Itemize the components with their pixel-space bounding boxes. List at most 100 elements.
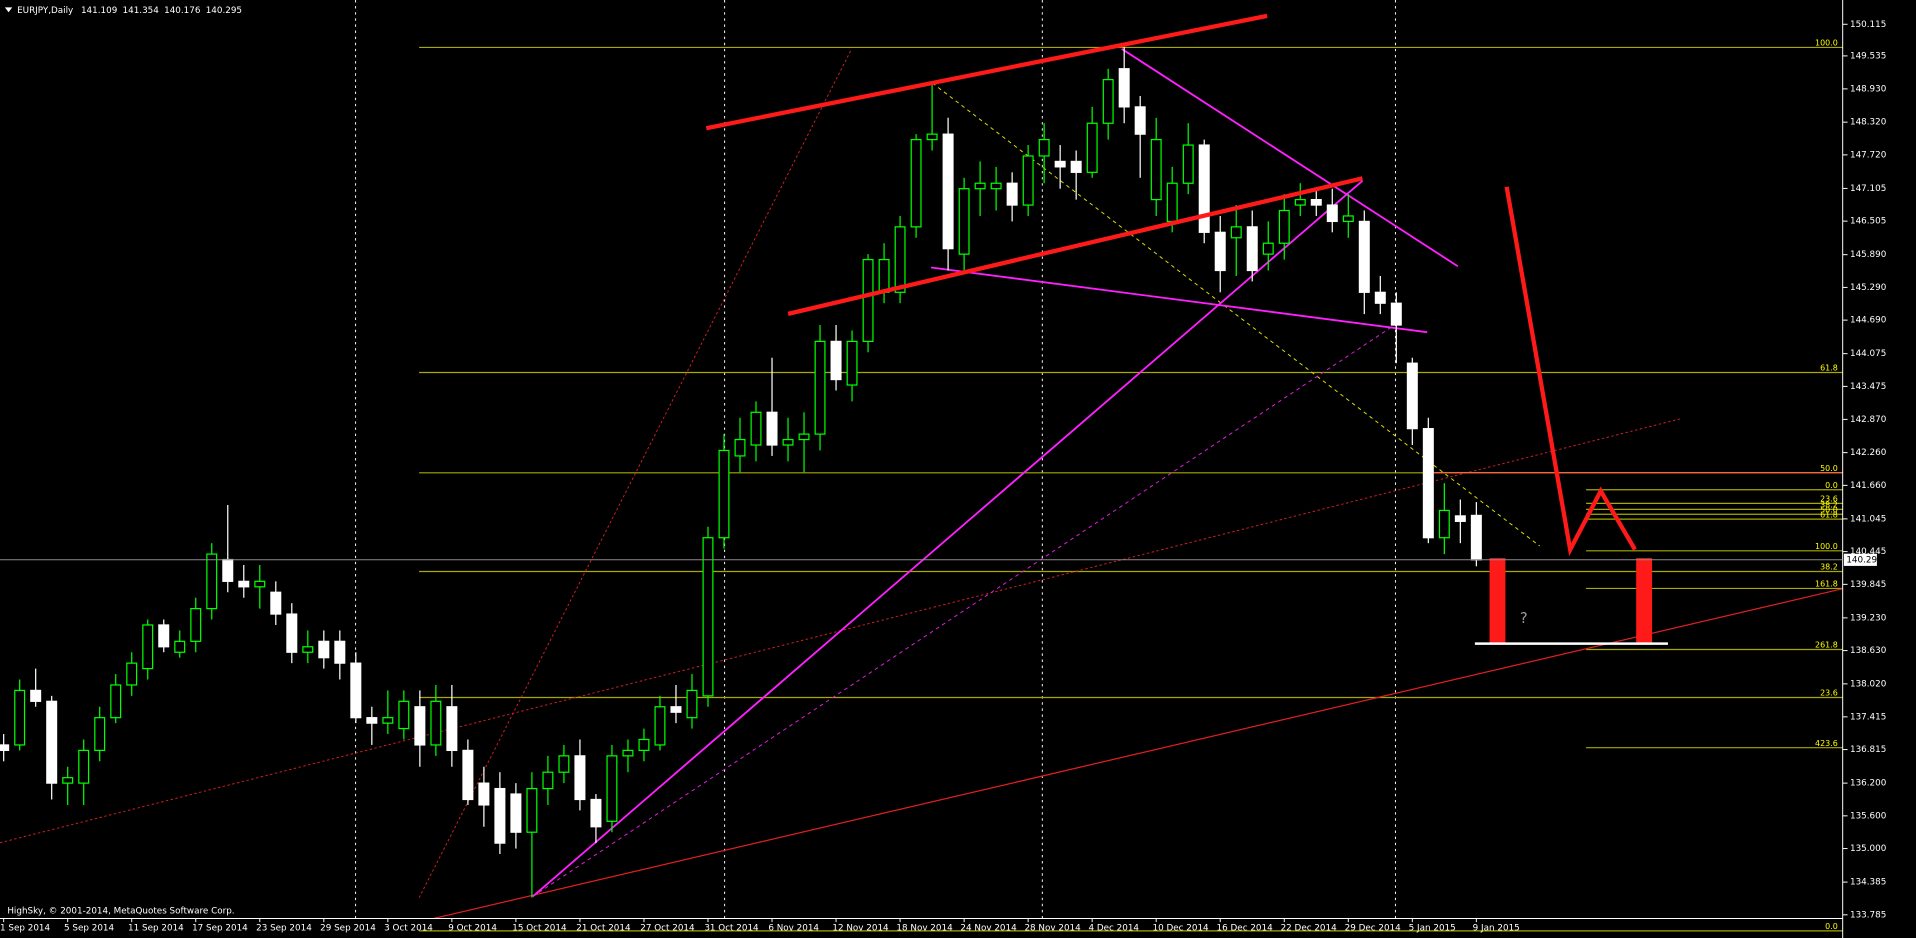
x-tick-label: 23 Sep 2014 <box>256 924 312 934</box>
low: 140.176 <box>164 5 201 15</box>
candle-body <box>446 706 458 752</box>
candle-body <box>910 138 922 228</box>
x-tick-label: 24 Nov 2014 <box>960 924 1017 934</box>
x-tick-label: 18 Nov 2014 <box>896 924 953 934</box>
y-tick-label: 142.260 <box>1850 448 1886 458</box>
open: 141.109 <box>81 5 117 15</box>
candle-body <box>862 258 874 342</box>
fibo-label: 161.8 <box>1815 580 1838 589</box>
candle-body <box>574 755 586 801</box>
y-tick-label: 136.200 <box>1850 779 1886 789</box>
fibo-label: 100.0 <box>1815 542 1838 551</box>
fibo-label: 423.6 <box>1815 739 1838 748</box>
y-tick-label: 139.845 <box>1850 580 1886 590</box>
fibo-label: 23.6 <box>1820 495 1838 504</box>
y-tick-label: 134.385 <box>1850 878 1886 888</box>
y-tick-label: 146.505 <box>1850 217 1886 227</box>
y-tick-label: 133.785 <box>1850 910 1886 920</box>
fibo-label: 38.2 <box>1820 501 1838 510</box>
fibo-label: 61.8 <box>1820 364 1838 373</box>
y-tick-label: 148.320 <box>1850 118 1886 128</box>
candle-body <box>1134 106 1146 135</box>
candle-body <box>878 258 890 293</box>
candle-body <box>62 777 74 784</box>
x-tick-label: 3 Oct 2014 <box>384 924 433 934</box>
candle-body <box>126 662 138 686</box>
candle-body <box>350 662 362 719</box>
candle-body <box>478 782 490 806</box>
y-tick-label: 145.290 <box>1850 283 1886 293</box>
candle-body <box>1294 198 1306 206</box>
x-tick-label: 9 Jan 2015 <box>1473 924 1520 934</box>
red-block <box>1489 558 1506 644</box>
red-channel-line <box>705 13 1268 131</box>
x-tick-label: 15 Oct 2014 <box>512 924 567 934</box>
fibo-label: 50.0 <box>1820 505 1838 514</box>
candle-body <box>590 798 602 828</box>
candle-body <box>366 717 378 724</box>
fibo-label: 50.0 <box>1820 464 1838 473</box>
candle-body <box>1422 428 1434 539</box>
candle-body <box>238 580 250 588</box>
candle-body <box>622 749 634 757</box>
candle-body <box>1038 138 1050 157</box>
candle-body <box>606 755 618 822</box>
candle-body <box>686 689 698 719</box>
x-tick-label: 29 Dec 2014 <box>1345 924 1402 934</box>
fibo-trend-dotted <box>418 48 853 898</box>
fibo-label: 0.0 <box>1825 922 1838 931</box>
y-tick-label: 150.115 <box>1850 20 1886 30</box>
candle-body <box>670 706 682 713</box>
candle-body <box>798 433 810 441</box>
close: 140.295 <box>206 5 242 15</box>
candle-body <box>1470 514 1482 561</box>
candle-body <box>846 340 858 386</box>
x-tick-label: 31 Oct 2014 <box>704 924 759 934</box>
y-tick-label: 145.890 <box>1850 250 1886 260</box>
candle-body <box>110 684 122 719</box>
y-tick-label: 147.105 <box>1850 184 1886 194</box>
y-tick-label: 144.075 <box>1850 349 1886 359</box>
candle-body <box>414 706 426 746</box>
candle-body <box>30 689 42 702</box>
candle-body <box>158 624 170 648</box>
x-tick-label: 6 Nov 2014 <box>768 924 819 934</box>
y-tick-label: 149.535 <box>1850 51 1886 61</box>
candle-body <box>510 793 522 833</box>
magenta-line <box>1121 48 1459 268</box>
footer: HighSky, © 2001-2014, MetaQuotes Softwar… <box>7 907 234 917</box>
x-tick-label: 10 Dec 2014 <box>1153 924 1210 934</box>
candle-body <box>1102 79 1114 124</box>
red-channel-line <box>787 176 1363 316</box>
candle-body <box>1086 122 1098 173</box>
candle-body <box>0 744 10 752</box>
candle-body <box>1406 362 1418 430</box>
x-tick-label: 12 Nov 2014 <box>832 924 889 934</box>
candles <box>0 46 1482 898</box>
fibo-label: 38.2 <box>1820 563 1838 572</box>
fibo-label: 0.0 <box>1825 481 1838 490</box>
y-tick-label: 136.815 <box>1850 745 1886 755</box>
candle-body <box>750 411 762 446</box>
candle-body <box>206 553 218 610</box>
candle-body <box>1358 220 1370 293</box>
candle-body <box>430 700 442 746</box>
candle-body <box>174 640 186 653</box>
fibo-label: 61.8 <box>1820 510 1838 519</box>
candle-body <box>1390 302 1402 326</box>
fibo-levels: 100.061.850.038.223.60.00.023.638.250.06… <box>419 39 1843 932</box>
candle-body <box>894 226 906 293</box>
candle-body <box>1438 509 1450 539</box>
candle-body <box>1118 68 1130 108</box>
candle-body <box>334 640 346 664</box>
candle-body <box>14 689 26 746</box>
projection-zigzag <box>1504 186 1637 557</box>
candle-body <box>94 717 106 752</box>
candle-body <box>558 755 570 773</box>
x-tick-label: 4 Dec 2014 <box>1089 924 1140 934</box>
x-tick-label: 16 Dec 2014 <box>1217 924 1274 934</box>
menu-triangle[interactable] <box>4 7 13 13</box>
